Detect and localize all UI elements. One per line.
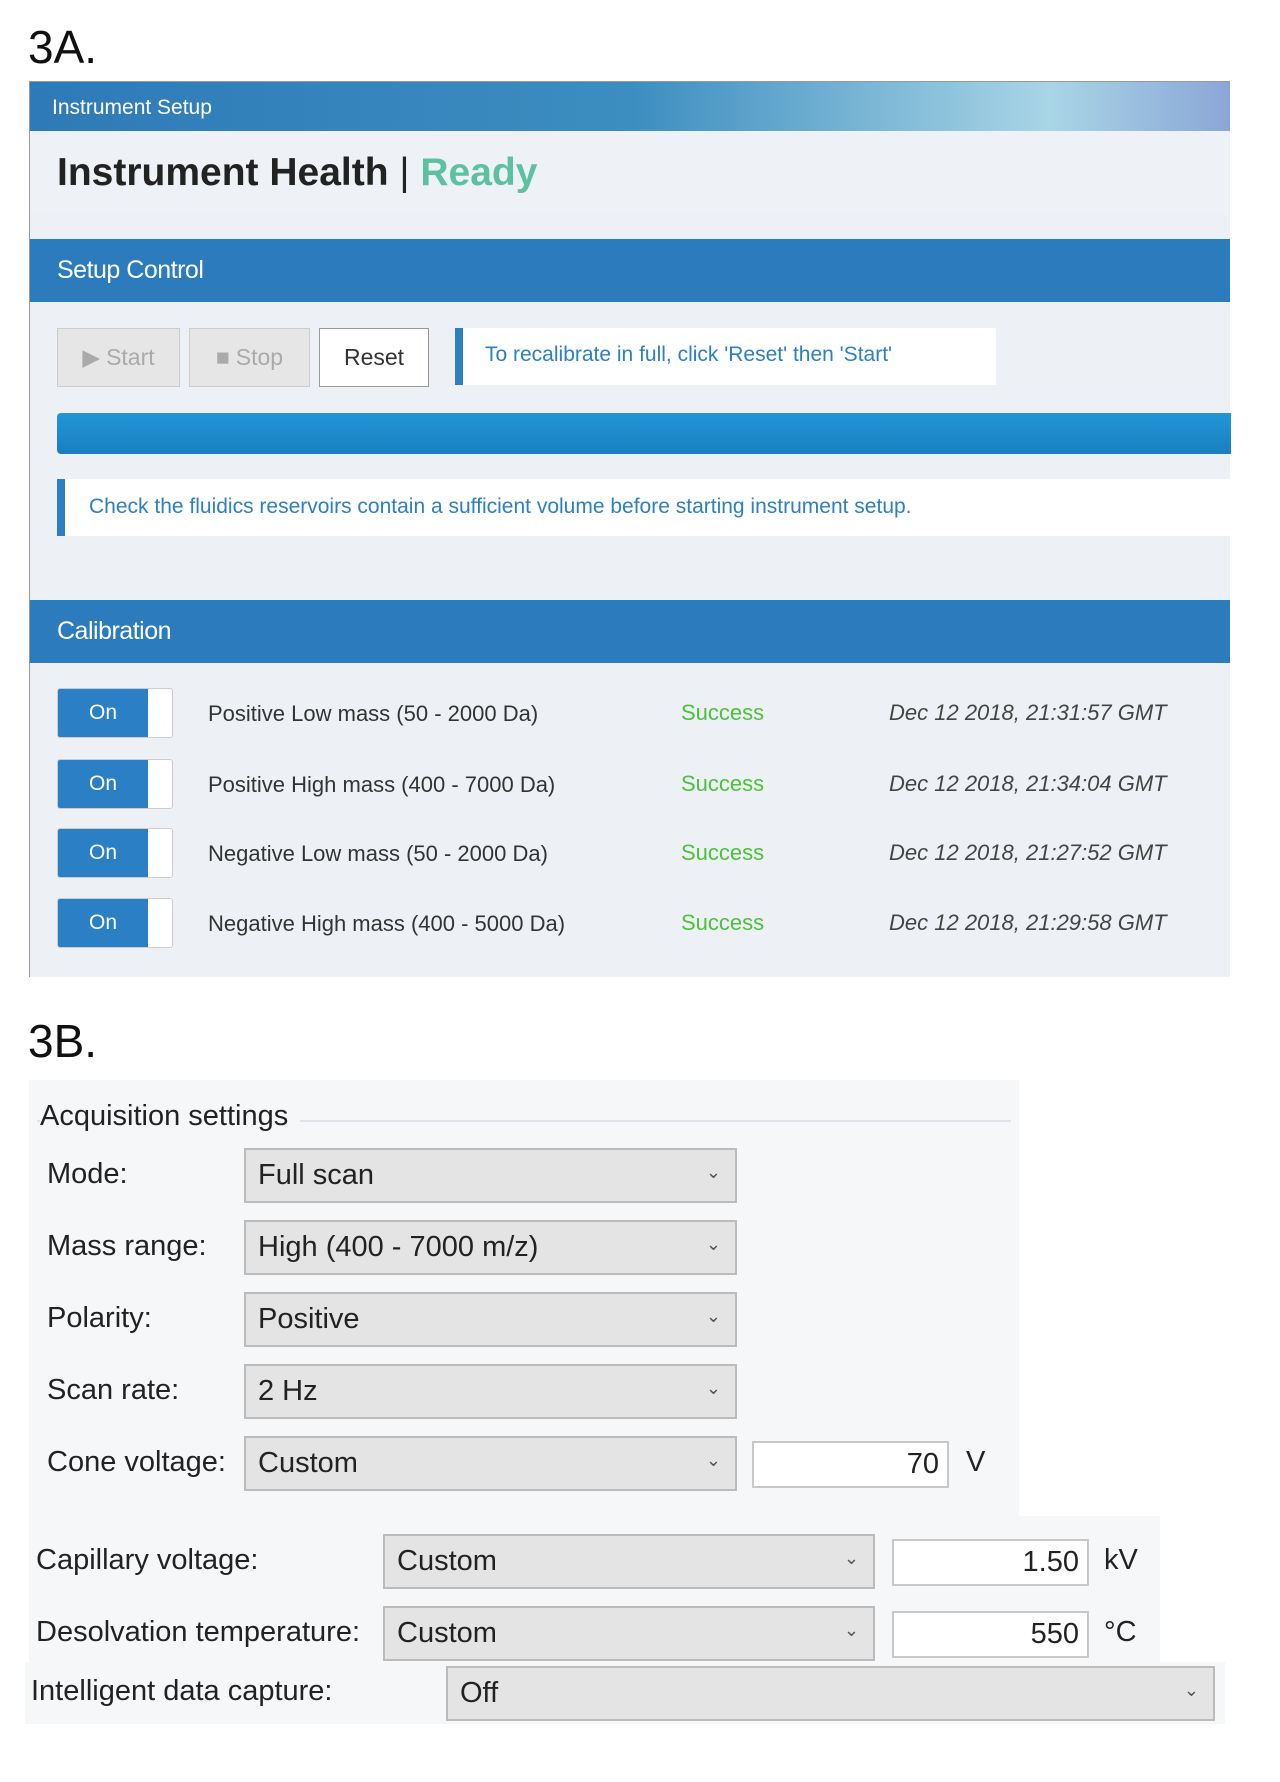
status-ready: Ready bbox=[420, 151, 538, 194]
health-title: Instrument Health bbox=[57, 151, 389, 194]
calibration-status: Success bbox=[681, 700, 765, 725]
idc-dropdown[interactable]: Off ⌄ bbox=[446, 1666, 1215, 1721]
calibration-status: Success bbox=[681, 840, 765, 865]
chevron-down-icon: ⌄ bbox=[705, 1234, 721, 1254]
chevron-down-icon: ⌄ bbox=[843, 1620, 859, 1640]
capillary-voltage-label: Capillary voltage: bbox=[36, 1544, 259, 1576]
progress-bar bbox=[57, 413, 1231, 454]
toggle-on-label: On bbox=[58, 829, 148, 877]
calibration-date: Dec 12 2018, 21:29:58 GMT bbox=[889, 910, 1167, 935]
chevron-down-icon: ⌄ bbox=[705, 1378, 721, 1398]
group-divider bbox=[37, 1120, 1011, 1122]
idc-value: Off bbox=[460, 1677, 499, 1709]
desolvation-temperature-label: Desolvation temperature: bbox=[36, 1616, 360, 1648]
reset-button[interactable]: Reset bbox=[319, 328, 429, 387]
calibration-label: Positive Low mass (50 - 2000 Da) bbox=[208, 701, 539, 726]
calibration-date: Dec 12 2018, 21:34:04 GMT bbox=[889, 771, 1167, 796]
capillary-voltage-dropdown[interactable]: Custom ⌄ bbox=[383, 1534, 875, 1589]
window-title: Instrument Setup bbox=[30, 82, 1230, 131]
start-button[interactable]: ▶ Start bbox=[57, 328, 180, 387]
stop-icon: ■ bbox=[215, 344, 230, 370]
mode-dropdown[interactable]: Full scan ⌄ bbox=[244, 1148, 737, 1203]
stop-label: Stop bbox=[235, 344, 284, 370]
mass-range-value: High (400 - 7000 m/z) bbox=[258, 1231, 539, 1263]
calibration-date: Dec 12 2018, 21:31:57 GMT bbox=[889, 700, 1167, 725]
recalibrate-info: To recalibrate in full, click 'Reset' th… bbox=[455, 328, 996, 385]
capillary-voltage-value: Custom bbox=[397, 1545, 497, 1577]
cone-voltage-label: Cone voltage: bbox=[47, 1446, 226, 1478]
calibration-row: On Negative High mass (400 - 5000 Da) Su… bbox=[57, 898, 1207, 948]
fluidics-notice: Check the fluidics reservoirs contain a … bbox=[57, 479, 1231, 536]
cone-voltage-input[interactable]: 70 bbox=[752, 1441, 949, 1488]
start-label: Start bbox=[106, 344, 155, 370]
calibration-toggle[interactable]: On bbox=[57, 828, 173, 878]
toggle-on-label: On bbox=[58, 760, 148, 808]
calibration-status: Success bbox=[681, 771, 765, 796]
chevron-down-icon: ⌄ bbox=[705, 1162, 721, 1182]
desolvation-temperature-dropdown[interactable]: Custom ⌄ bbox=[383, 1606, 875, 1661]
acquisition-settings-group: Acquisition settings Mode: Full scan ⌄ Ma… bbox=[29, 1080, 1019, 1516]
calibration-label: Negative High mass (400 - 5000 Da) bbox=[208, 911, 566, 936]
chevron-down-icon: ⌄ bbox=[843, 1548, 859, 1568]
chevron-down-icon: ⌄ bbox=[705, 1450, 721, 1470]
toggle-on-label: On bbox=[58, 689, 148, 737]
instrument-setup-panel: Instrument Setup Instrument Health | Rea… bbox=[29, 81, 1231, 977]
setup-control-header: Setup Control bbox=[30, 239, 1230, 302]
mode-value: Full scan bbox=[258, 1159, 375, 1191]
calibration-label: Positive High mass (400 - 7000 Da) bbox=[208, 772, 556, 797]
idc-group: Intelligent data capture: Off ⌄ bbox=[25, 1662, 1225, 1724]
calibration-row: On Negative Low mass (50 - 2000 Da) Succ… bbox=[57, 828, 1207, 878]
play-icon: ▶ bbox=[82, 344, 101, 370]
desolvation-temperature-value: Custom bbox=[397, 1617, 497, 1649]
figure-b-label: 3B. bbox=[28, 1015, 98, 1067]
polarity-dropdown[interactable]: Positive ⌄ bbox=[244, 1292, 737, 1347]
calibration-row: On Positive Low mass (50 - 2000 Da) Succ… bbox=[57, 688, 1207, 738]
calibration-header: Calibration bbox=[30, 600, 1230, 663]
title-separator: | bbox=[399, 151, 410, 194]
figure-a-label: 3A. bbox=[28, 21, 98, 73]
scan-rate-label: Scan rate: bbox=[47, 1374, 180, 1406]
desolvation-temperature-input[interactable]: 550 bbox=[892, 1611, 1089, 1658]
page-title: Instrument Health | Ready bbox=[30, 131, 1230, 214]
chevron-down-icon: ⌄ bbox=[705, 1306, 721, 1326]
calibration-toggle[interactable]: On bbox=[57, 688, 173, 738]
mode-label: Mode: bbox=[47, 1158, 128, 1190]
calibration-toggle[interactable]: On bbox=[57, 898, 173, 948]
scan-rate-value: 2 Hz bbox=[258, 1375, 318, 1407]
group-title: Acquisition settings bbox=[40, 1100, 301, 1133]
calibration-label: Negative Low mass (50 - 2000 Da) bbox=[208, 841, 548, 866]
chevron-down-icon: ⌄ bbox=[1183, 1680, 1199, 1700]
idc-label: Intelligent data capture: bbox=[31, 1675, 333, 1707]
stop-button[interactable]: ■ Stop bbox=[189, 328, 310, 387]
mass-range-dropdown[interactable]: High (400 - 7000 m/z) ⌄ bbox=[244, 1220, 737, 1275]
polarity-label: Polarity: bbox=[47, 1302, 152, 1334]
calibration-date: Dec 12 2018, 21:27:52 GMT bbox=[889, 840, 1167, 865]
capillary-voltage-unit: kV bbox=[1104, 1544, 1138, 1576]
cone-voltage-dropdown[interactable]: Custom ⌄ bbox=[244, 1436, 737, 1491]
calibration-row: On Positive High mass (400 - 7000 Da) Su… bbox=[57, 759, 1207, 809]
capillary-voltage-input[interactable]: 1.50 bbox=[892, 1539, 1089, 1586]
calibration-status: Success bbox=[681, 910, 765, 935]
cone-voltage-unit: V bbox=[966, 1446, 986, 1478]
polarity-value: Positive bbox=[258, 1303, 360, 1335]
source-settings-group: Capillary voltage: Custom ⌄ 1.50 kV Desol… bbox=[29, 1516, 1160, 1662]
calibration-toggle[interactable]: On bbox=[57, 759, 173, 809]
mass-range-label: Mass range: bbox=[47, 1230, 207, 1262]
scan-rate-dropdown[interactable]: 2 Hz ⌄ bbox=[244, 1364, 737, 1419]
toggle-on-label: On bbox=[58, 899, 148, 947]
desolvation-temperature-unit: °C bbox=[1104, 1616, 1137, 1648]
cone-voltage-value: Custom bbox=[258, 1447, 358, 1479]
